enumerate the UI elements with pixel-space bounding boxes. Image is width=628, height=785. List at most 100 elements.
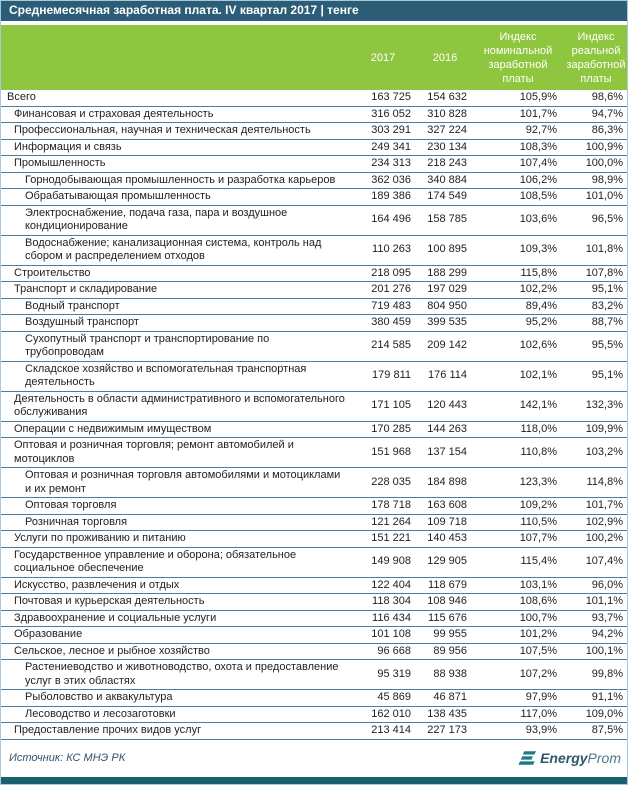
row-value-2016: 118 679 xyxy=(417,577,473,594)
row-value-2017: 249 341 xyxy=(349,139,417,156)
row-value-2017: 121 264 xyxy=(349,514,417,531)
row-value-nominal-index: 89,4% xyxy=(473,298,563,315)
row-value-real-index: 95,1% xyxy=(563,281,627,299)
row-value-2016: 108 946 xyxy=(417,593,473,611)
row-value-2016: 88 938 xyxy=(417,659,473,690)
row-label: Государственное управление и оборона; об… xyxy=(1,547,349,578)
row-value-2017: 162 010 xyxy=(349,706,417,723)
row-value-real-index: 100,9% xyxy=(563,139,627,156)
row-value-2016: 209 142 xyxy=(417,331,473,362)
row-value-nominal-index: 107,2% xyxy=(473,659,563,690)
row-value-2016: 188 299 xyxy=(417,265,473,282)
row-label: Рыболовство и аквакультура xyxy=(1,689,349,707)
table-row: Сухопутный транспорт и транспортирование… xyxy=(1,331,627,362)
table-row: Услуги по проживанию и питанию 151 221 140… xyxy=(1,530,627,548)
row-value-real-index: 101,7% xyxy=(563,497,627,515)
row-value-2016: 109 718 xyxy=(417,514,473,531)
row-label: Деятельность в области административного… xyxy=(1,391,349,422)
row-value-2017: 316 052 xyxy=(349,106,417,123)
row-value-nominal-index: 97,9% xyxy=(473,689,563,707)
table-row: Рыболовство и аквакультура 45 869 46 871 97… xyxy=(1,689,627,707)
row-value-nominal-index: 115,4% xyxy=(473,547,563,578)
row-value-2016: 129 905 xyxy=(417,547,473,578)
row-value-2016: 99 955 xyxy=(417,626,473,644)
row-value-real-index: 107,4% xyxy=(563,547,627,578)
row-value-real-index: 99,8% xyxy=(563,659,627,690)
row-value-nominal-index: 102,1% xyxy=(473,361,563,392)
row-value-2016: 804 950 xyxy=(417,298,473,315)
row-value-2016: 154 632 xyxy=(417,90,473,107)
row-value-2017: 101 108 xyxy=(349,626,417,644)
row-label: Профессиональная, научная и техническая … xyxy=(1,122,349,140)
row-label: Здравоохранение и социальные услуги xyxy=(1,610,349,627)
row-value-nominal-index: 102,6% xyxy=(473,331,563,362)
row-value-2016: 197 029 xyxy=(417,281,473,299)
table-row: Промышленность 234 313 218 243 107,4% 100,0% xyxy=(1,155,627,173)
row-label: Образование xyxy=(1,626,349,644)
row-label: Почтовая и курьерская деятельность xyxy=(1,593,349,611)
row-value-2016: 340 884 xyxy=(417,172,473,189)
row-value-real-index: 93,7% xyxy=(563,610,627,627)
row-label: Воздушный транспорт xyxy=(1,314,349,332)
row-value-real-index: 94,2% xyxy=(563,626,627,644)
row-label: Промышленность xyxy=(1,155,349,173)
table-row: Транспорт и складирование 201 276 197 029 1… xyxy=(1,281,627,299)
row-label: Оптовая и розничная торговля автомобилям… xyxy=(1,467,349,498)
row-value-2017: 213 414 xyxy=(349,722,417,740)
logo-text-prom: Prom xyxy=(587,750,621,767)
row-value-2017: 178 718 xyxy=(349,497,417,515)
row-label: Обрабатывающая промышленность xyxy=(1,188,349,206)
table-row: Операции с недвижимым имуществом 170 285 1… xyxy=(1,421,627,438)
row-label: Операции с недвижимым имуществом xyxy=(1,421,349,438)
row-label: Сельское, лесное и рыбное хозяйство xyxy=(1,643,349,660)
column-header-2017: 2017 xyxy=(349,25,417,90)
table-row: Обрабатывающая промышленность 189 386 174 … xyxy=(1,188,627,206)
bottom-accent-bar xyxy=(1,777,627,784)
row-label: Складское хозяйство и вспомогательная тр… xyxy=(1,361,349,392)
row-value-2016: 218 243 xyxy=(417,155,473,173)
table-row: Розничная торговля 121 264 109 718 110,5% 10… xyxy=(1,514,627,531)
row-value-nominal-index: 108,5% xyxy=(473,188,563,206)
row-value-2017: 214 585 xyxy=(349,331,417,362)
source-note: Источник: КС МНЭ РК xyxy=(9,752,126,765)
table-row: Воздушный транспорт 380 459 399 535 95,2% 88… xyxy=(1,314,627,332)
row-value-real-index: 101,1% xyxy=(563,593,627,611)
row-value-real-index: 95,5% xyxy=(563,331,627,362)
row-value-2017: 163 725 xyxy=(349,90,417,107)
row-value-2017: 171 105 xyxy=(349,391,417,422)
row-value-2017: 234 313 xyxy=(349,155,417,173)
table-row: Лесоводство и лесозаготовки 162 010 138 43… xyxy=(1,706,627,723)
row-value-real-index: 101,0% xyxy=(563,188,627,206)
row-value-2016: 100 895 xyxy=(417,235,473,266)
row-value-2017: 218 095 xyxy=(349,265,417,282)
column-header-2016: 2016 xyxy=(417,25,473,90)
row-value-2017: 362 036 xyxy=(349,172,417,189)
row-value-nominal-index: 103,1% xyxy=(473,577,563,594)
row-value-nominal-index: 115,8% xyxy=(473,265,563,282)
row-value-2017: 170 285 xyxy=(349,421,417,438)
row-value-nominal-index: 102,2% xyxy=(473,281,563,299)
row-label: Оптовая и розничная торговля; ремонт авт… xyxy=(1,437,349,468)
row-value-2017: 151 221 xyxy=(349,530,417,548)
row-value-2016: 174 549 xyxy=(417,188,473,206)
row-value-2017: 45 869 xyxy=(349,689,417,707)
table-row: Финансовая и страховая деятельность 316 0… xyxy=(1,106,627,123)
row-value-2016: 399 535 xyxy=(417,314,473,332)
row-value-2016: 137 154 xyxy=(417,437,473,468)
row-value-2016: 184 898 xyxy=(417,467,473,498)
column-header-category xyxy=(1,25,349,90)
row-value-nominal-index: 108,3% xyxy=(473,139,563,156)
table-row: Строительство 218 095 188 299 115,8% 107,8% xyxy=(1,265,627,282)
row-value-real-index: 100,0% xyxy=(563,155,627,173)
row-value-real-index: 88,7% xyxy=(563,314,627,332)
row-value-nominal-index: 107,5% xyxy=(473,643,563,660)
row-value-2017: 118 304 xyxy=(349,593,417,611)
row-value-real-index: 109,9% xyxy=(563,421,627,438)
row-label: Сухопутный транспорт и транспортирование… xyxy=(1,331,349,362)
row-value-real-index: 96,5% xyxy=(563,205,627,236)
table-row: Оптовая торговля 178 718 163 608 109,2% 101,… xyxy=(1,497,627,515)
table-row: Искусство, развлечения и отдых 122 404 118… xyxy=(1,577,627,594)
table-row: Оптовая и розничная торговля; ремонт авт… xyxy=(1,437,627,468)
table-row: Всего 163 725 154 632 105,9% 98,6% xyxy=(1,90,627,107)
